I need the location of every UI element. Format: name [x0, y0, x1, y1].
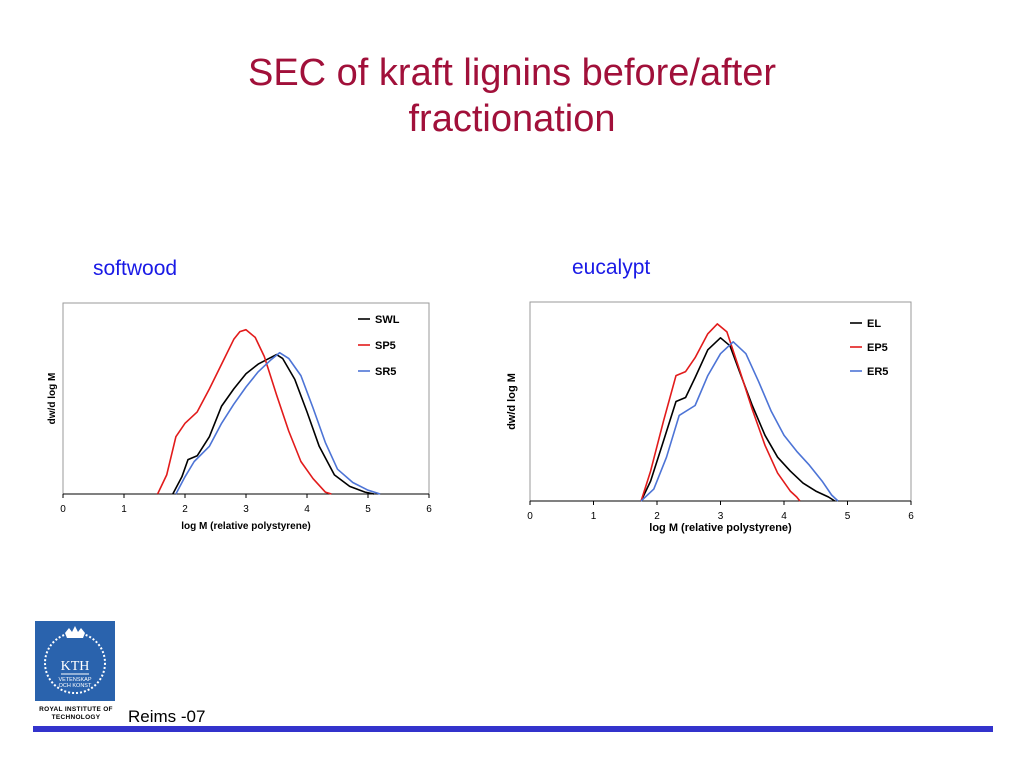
- x-tick-label: 2: [654, 511, 660, 522]
- x-tick-label: 3: [243, 504, 249, 515]
- eucalypt-heading: eucalypt: [572, 256, 651, 279]
- institution-name: ROYAL INSTITUTE OF TECHNOLOGY: [39, 706, 113, 721]
- legend-label: SP5: [375, 340, 396, 352]
- x-axis-label: log M (relative polystyrene): [181, 521, 310, 532]
- x-tick-label: 1: [121, 504, 127, 515]
- legend-label: EL: [867, 318, 881, 330]
- softwood-chart: 0 1 2 3 4 5 6 log M (relative polystyrene) dw/d …: [47, 302, 432, 532]
- plot-frame: [529, 301, 912, 502]
- x-tick-label: 6: [908, 511, 914, 522]
- legend-label: EP5: [867, 342, 888, 354]
- series-line-el: [640, 337, 836, 502]
- x-axis-label: log M (relative polystyrene): [649, 522, 792, 534]
- legend-label: SR5: [375, 366, 396, 378]
- x-tick-label: 3: [718, 511, 724, 522]
- kth-logo: KTH VETENSKAP OCH KONST: [35, 621, 115, 701]
- series-line-sr5: [175, 351, 381, 495]
- legend-label: ER5: [867, 366, 888, 378]
- series-line-ep5: [640, 323, 801, 502]
- plot-frame: [62, 302, 430, 495]
- x-tick-label: 5: [365, 504, 371, 515]
- y-axis-label: dw/d log M: [506, 373, 518, 430]
- logo-main-text: KTH: [61, 659, 90, 674]
- x-tick-label: 5: [845, 511, 851, 522]
- x-tick-label: 6: [426, 504, 432, 515]
- series-line-swl: [172, 353, 375, 495]
- legend-label: SWL: [375, 314, 400, 326]
- footer-bar: [33, 726, 993, 732]
- title-line-2: fractionation: [408, 98, 616, 140]
- softwood-heading: softwood: [93, 257, 178, 280]
- x-tick-label: 1: [591, 511, 597, 522]
- x-tick-label: 0: [527, 511, 533, 522]
- x-tick-label: 4: [781, 511, 787, 522]
- x-tick-label: 0: [60, 504, 66, 515]
- footer-text: Reims -07: [128, 707, 206, 726]
- eucalypt-chart: 0 1 2 3 4 5 6 log M (relative polystyrene) dw/d …: [506, 301, 914, 534]
- series-line-sp5: [156, 328, 332, 495]
- kth-crest-icon: KTH VETENSKAP OCH KONST: [44, 626, 106, 694]
- logo-sub-text-2: OCH KONST: [59, 683, 92, 689]
- logo-sub-text-1: VETENSKAP: [58, 677, 91, 683]
- x-tick-label: 4: [304, 504, 310, 515]
- y-axis-label: dw/d log M: [47, 373, 58, 425]
- x-tick-label: 2: [182, 504, 188, 515]
- series-line-er5: [640, 341, 839, 502]
- slide-title: SEC of kraft lignins before/after fracti…: [0, 50, 1024, 142]
- title-line-1: SEC of kraft lignins before/after: [247, 52, 777, 94]
